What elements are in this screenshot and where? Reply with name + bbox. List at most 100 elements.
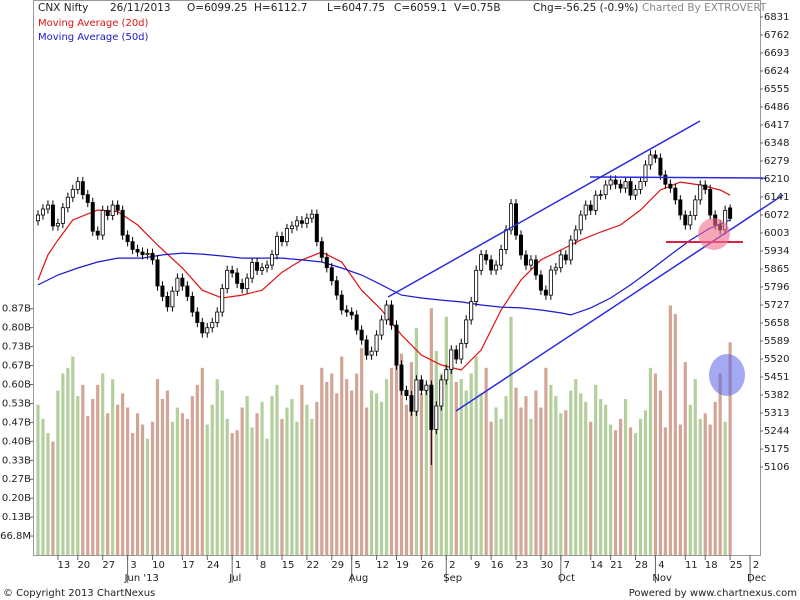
candle-body: [40, 208, 45, 216]
y-tick-label: 5796: [764, 282, 789, 293]
volume-bar: [459, 379, 463, 555]
volume-bar: [554, 396, 558, 555]
candle-body: [693, 199, 698, 216]
candle-body: [55, 222, 60, 227]
y2-tick-label: 0.27B: [2, 474, 31, 485]
volume-bar: [220, 390, 224, 555]
candle-body: [260, 267, 265, 271]
y-tick-label: 5865: [764, 264, 789, 275]
candle-body: [240, 282, 245, 289]
y2-tick-label: 0.33B: [2, 455, 31, 466]
candle-body: [45, 204, 50, 210]
powered-by[interactable]: Powered by www.chartnexus.com: [629, 588, 797, 599]
volume-bar: [135, 413, 140, 555]
moving-average-line: [37, 219, 731, 316]
y2-tick-label: 66.8M: [0, 531, 31, 542]
volume-bar: [723, 421, 727, 555]
candle-body: [210, 322, 215, 329]
volume-bar: [155, 379, 160, 555]
candle-body: [573, 229, 578, 241]
volume-bar: [165, 390, 170, 555]
candle-body: [673, 187, 678, 201]
x-tick-label: 12: [376, 560, 389, 571]
y-tick-label: 6762: [764, 30, 789, 41]
candle-body: [80, 181, 85, 196]
candle-body: [533, 259, 538, 276]
volume-bar: [474, 356, 478, 555]
candle-body: [548, 269, 553, 296]
volume-bar: [539, 407, 543, 555]
volume-bar: [628, 427, 633, 555]
y-tick-label: 6555: [764, 84, 789, 95]
candle-body: [643, 164, 648, 183]
candle-body: [35, 214, 40, 222]
volume-bar: [126, 407, 130, 555]
candle-body: [454, 349, 459, 360]
volume-bar: [150, 421, 155, 555]
volume-bar: [210, 404, 214, 555]
volume-bar: [379, 401, 384, 555]
y2-tick-label: 0.67B: [2, 361, 31, 372]
volume-bar: [673, 313, 677, 555]
volume-bar: [230, 433, 234, 555]
candle-body: [399, 364, 404, 391]
volume-bar: [235, 430, 239, 555]
y2-tick-label: 0.73B: [2, 342, 31, 353]
candle-body: [140, 251, 145, 256]
marks: [35, 150, 733, 555]
x-tick-label: 11: [685, 560, 698, 571]
candle-body: [668, 183, 673, 189]
volume-bar: [121, 393, 125, 555]
candle-body: [364, 339, 369, 356]
highlight-circle: [698, 218, 730, 250]
candle-body: [633, 189, 638, 196]
candle-body: [384, 304, 389, 321]
candle-body: [294, 220, 299, 227]
volume-bar: [594, 384, 598, 555]
volume-bar: [190, 396, 194, 555]
volume-bar: [404, 404, 409, 555]
x-tick-label: 15: [282, 560, 295, 571]
volume-bar: [111, 379, 115, 555]
y-tick-label: 5382: [764, 390, 789, 401]
x-tick-label: 18: [705, 560, 718, 571]
x-tick-label: 23: [516, 560, 529, 571]
volume-bar: [653, 373, 658, 555]
volume-bar: [41, 418, 45, 555]
volume-bar: [290, 399, 294, 555]
candle-body: [195, 311, 200, 323]
y-tick-label: 6279: [764, 156, 789, 167]
candle-body: [683, 214, 688, 226]
volume-bar: [638, 418, 643, 555]
candle-body: [359, 329, 364, 341]
candle-body: [190, 296, 195, 313]
candle-body: [324, 256, 329, 269]
candle-body: [304, 217, 309, 224]
volume-bar: [160, 399, 165, 555]
candle-body: [299, 220, 304, 224]
candle-body: [180, 277, 185, 287]
moving-average-line: [37, 181, 731, 371]
candle-body: [115, 204, 120, 211]
y-tick-label: 5589: [764, 336, 789, 347]
x-tick-label: 2: [753, 560, 759, 571]
volume-bar: [185, 418, 189, 555]
volume-bar: [275, 384, 279, 555]
volume-bar: [623, 399, 628, 555]
volume-bar: [519, 407, 523, 555]
volume-bar: [330, 373, 334, 555]
candle-body: [504, 229, 509, 250]
x-tick-label: 28: [635, 560, 648, 571]
candle-body: [374, 334, 379, 352]
candle-body: [603, 184, 608, 196]
volume-bar: [524, 396, 528, 555]
y2-tick-label: 0.40B: [2, 436, 31, 447]
volume-bar: [604, 404, 608, 555]
volume-bar: [225, 418, 229, 555]
volume-bar: [529, 418, 533, 555]
volume-bar: [51, 441, 55, 555]
volume-bar: [205, 424, 209, 555]
volume-bar: [71, 356, 75, 555]
y-tick-label: 5658: [764, 318, 789, 329]
candle-body: [394, 324, 399, 366]
